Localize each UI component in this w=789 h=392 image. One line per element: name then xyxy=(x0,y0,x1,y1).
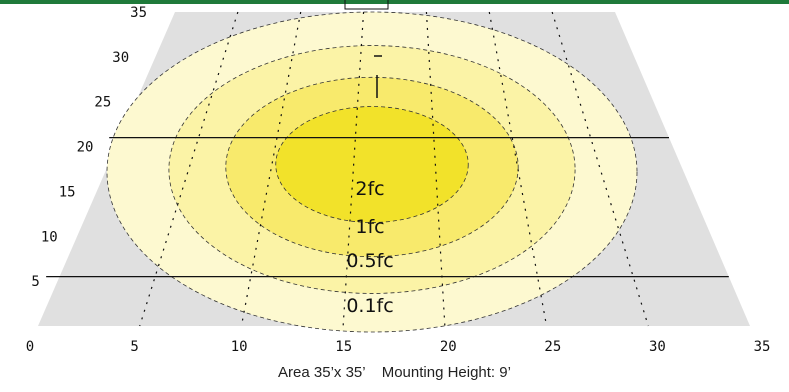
x-tick-5: 5 xyxy=(130,339,138,355)
y-axis-ticks: 5 10 15 20 25 30 35 xyxy=(31,5,147,290)
x-tick-20: 20 xyxy=(440,339,457,355)
top-marker xyxy=(344,0,389,10)
contour-label-1fc: 1fc xyxy=(355,216,384,238)
y-tick-15: 15 xyxy=(59,184,76,200)
y-tick-10: 10 xyxy=(41,229,58,245)
contour-group xyxy=(106,11,638,333)
reference-lines xyxy=(46,137,729,278)
x-tick-15: 15 xyxy=(335,339,352,355)
perspective-gridlines xyxy=(139,11,649,327)
x-tick-30: 30 xyxy=(649,339,666,355)
y-tick-25: 25 xyxy=(94,95,111,111)
y-tick-30: 30 xyxy=(112,50,129,66)
x-tick-35: 35 xyxy=(754,339,771,355)
contour-labels: 2fc 1fc 0.5fc 0.1fc xyxy=(346,178,393,317)
contour-label-0.5fc: 0.5fc xyxy=(346,250,393,272)
x-axis-ticks: 0 5 10 15 20 25 30 35 xyxy=(26,339,771,355)
gridline-x-30 xyxy=(551,11,649,327)
x-tick-25: 25 xyxy=(544,339,561,355)
caption-area: Area 35’x 35’ xyxy=(278,364,366,381)
caption-mounting-height: Mounting Height: 9’ xyxy=(381,364,511,381)
x-tick-10: 10 xyxy=(231,339,248,355)
chart-caption: Area 35’x 35’ Mounting Height: 9’ xyxy=(0,364,789,381)
contour-label-2fc: 2fc xyxy=(355,178,384,200)
gridline-x-25 xyxy=(488,11,548,327)
contour-2fc xyxy=(275,106,469,223)
y-tick-5: 5 xyxy=(31,274,39,290)
top-accent-bar xyxy=(0,0,789,4)
y-tick-20: 20 xyxy=(77,140,94,156)
y-tick-35: 35 xyxy=(130,5,147,21)
x-tick-0: 0 xyxy=(26,339,34,355)
contour-label-0.1fc: 0.1fc xyxy=(346,295,393,317)
